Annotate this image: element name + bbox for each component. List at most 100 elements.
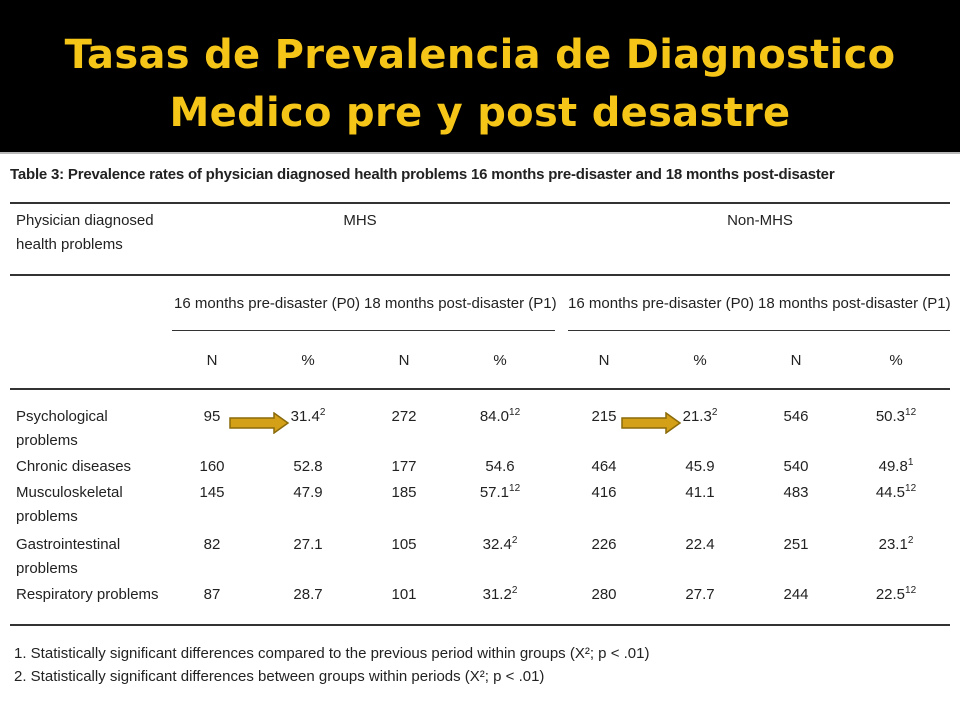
cell-value: 44.5: [875, 484, 906, 501]
table-cell: 416: [564, 484, 644, 501]
table-cell: 50.312: [856, 408, 936, 426]
cell-value: 251: [783, 536, 809, 553]
cell-superscript: 12: [905, 585, 917, 596]
table-cell: 32.42: [460, 535, 540, 554]
table-cell: 226: [564, 536, 644, 553]
cell-value: 50.3: [875, 408, 906, 425]
cell-value: 41.1: [685, 484, 715, 501]
cell-value: 185: [391, 484, 417, 501]
cell-value: 244: [783, 586, 809, 603]
table-cell: 21.32: [660, 407, 740, 426]
row-label: Psychological: [16, 408, 108, 425]
cell-value: 272: [391, 408, 417, 425]
cell-superscript: 2: [511, 585, 518, 596]
nonmhs-period-rule: [568, 330, 950, 331]
table-top-rule: [10, 202, 950, 204]
table-caption: Table 3: Prevalence rates of physician d…: [10, 166, 835, 183]
cell-value: 28.7: [293, 586, 323, 603]
cell-value: 23.1: [878, 536, 908, 553]
table-cell: 31.22: [460, 585, 540, 604]
footnote-1: 1. Statistically significant differences…: [14, 645, 650, 662]
table-cell: 483: [756, 484, 836, 501]
table-cell: 251: [756, 536, 836, 553]
mhs-period-rule: [172, 330, 555, 331]
cell-value: 215: [591, 408, 617, 425]
group-mhs-header: MHS: [343, 212, 377, 229]
cell-value: 95: [203, 408, 221, 425]
cell-value: 145: [199, 484, 225, 501]
cell-superscript: 12: [509, 483, 521, 494]
title-divider: [0, 152, 960, 154]
table-cell: 160: [172, 458, 252, 475]
cell-value: 416: [591, 484, 617, 501]
cell-value: 31.4: [290, 408, 320, 425]
cell-value: 54.6: [485, 458, 515, 475]
table-cell: 22.4: [660, 536, 740, 553]
row-header-line-2: health problems: [16, 236, 123, 253]
highlight-arrow-mhs: [229, 412, 290, 434]
table-cell: 27.1: [268, 536, 348, 553]
title-band: [0, 0, 960, 152]
cell-value: 540: [783, 458, 809, 475]
cell-superscript: 2: [511, 535, 518, 546]
group-nonmhs-header: Non-MHS: [727, 212, 793, 229]
table-cell: 244: [756, 586, 836, 603]
cell-value: 177: [391, 458, 417, 475]
col-header-pct: %: [889, 352, 903, 369]
row-label-continued: problems: [16, 432, 78, 449]
col-header-n: N: [398, 352, 410, 369]
cell-value: 464: [591, 458, 617, 475]
cell-superscript: 12: [509, 407, 521, 418]
cell-superscript: 2: [711, 407, 718, 418]
table-cell: 95: [172, 408, 252, 425]
table-cell: 57.112: [460, 483, 540, 502]
cell-value: 87: [203, 586, 221, 603]
cell-value: 280: [591, 586, 617, 603]
row-label-continued: problems: [16, 560, 78, 577]
table-cell: 45.9: [660, 458, 740, 475]
cell-value: 84.0: [479, 408, 510, 425]
cell-value: 22.4: [685, 536, 715, 553]
cell-superscript: 12: [905, 483, 917, 494]
table-cell: 145: [172, 484, 252, 501]
table-cell: 82: [172, 536, 252, 553]
cell-superscript: 1: [907, 457, 914, 468]
row-header-line-1: Physician diagnosed: [16, 212, 154, 229]
table-bottom-rule: [10, 624, 950, 626]
table-cell: 54.6: [460, 458, 540, 475]
table-cell: 546: [756, 408, 836, 425]
mhs-pre-period-header: 16 months pre-disaster (P0): [174, 295, 360, 312]
cell-value: 22.5: [875, 586, 906, 603]
nonmhs-post-period-header: 18 months post-disaster (P1): [758, 295, 951, 312]
cell-value: 226: [591, 536, 617, 553]
cell-superscript: 2: [319, 407, 326, 418]
table-cell: 41.1: [660, 484, 740, 501]
table-cell: 272: [364, 408, 444, 425]
table-header-rule: [10, 274, 950, 276]
table-cell: 464: [564, 458, 644, 475]
table-cell: 23.12: [856, 536, 936, 554]
table-cell: 27.7: [660, 586, 740, 603]
table-cell: 177: [364, 458, 444, 475]
cell-value: 483: [783, 484, 809, 501]
highlight-arrow-nonmhs: [621, 412, 682, 434]
cell-value: 27.7: [685, 586, 715, 603]
cell-value: 105: [391, 536, 417, 553]
table-cell: 49.81: [856, 457, 936, 476]
table-columns-rule: [10, 388, 950, 390]
table-cell: 101: [364, 586, 444, 603]
table-cell: 44.512: [856, 483, 936, 502]
cell-value: 45.9: [685, 458, 715, 475]
table-cell: 84.012: [460, 407, 540, 426]
cell-value: 57.1: [479, 484, 510, 501]
cell-value: 82: [203, 536, 221, 553]
cell-value: 31.2: [482, 586, 512, 603]
table-cell: 47.9: [268, 484, 348, 501]
cell-value: 47.9: [293, 484, 323, 501]
cell-value: 21.3: [682, 408, 712, 425]
cell-value: 160: [199, 458, 225, 475]
footnote-2: 2. Statistically significant differences…: [14, 668, 545, 685]
slide-title-line-1: Tasas de Prevalencia de Diagnostico: [64, 32, 896, 78]
table-cell: 52.8: [268, 458, 348, 475]
col-header-n: N: [206, 352, 218, 369]
